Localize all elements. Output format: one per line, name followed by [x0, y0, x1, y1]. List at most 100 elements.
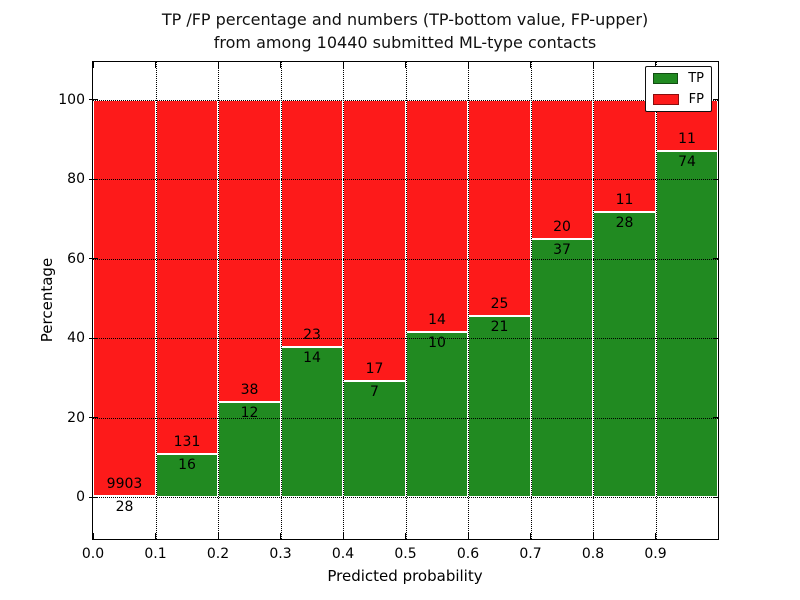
legend-entry-tp: TP — [653, 72, 704, 85]
tp-bar-segment — [280, 346, 343, 498]
x-tick-mark-top — [280, 62, 281, 68]
x-tick-label: 0.4 — [331, 546, 355, 562]
tp-count-label: 7 — [370, 384, 379, 401]
x-tick-label: 0.5 — [394, 546, 417, 562]
x-tick-label: 0.1 — [144, 546, 167, 562]
y-tick-mark-right — [713, 99, 718, 101]
tp-count-label: 37 — [553, 242, 571, 259]
x-tick-mark-top — [530, 62, 531, 68]
x-tick-mark-top — [467, 62, 469, 68]
y-tick-mark-right — [713, 496, 718, 498]
fp-bar-segment — [468, 99, 531, 316]
x-tick-mark-top — [92, 62, 94, 68]
y-tick-mark-right — [713, 417, 718, 419]
y-tick-label: 0 — [76, 489, 85, 506]
tp-count-label: 21 — [490, 318, 509, 335]
y-tick-mark-right — [713, 258, 718, 260]
x-tick-label: 0.7 — [519, 546, 542, 562]
fp-count-label: 25 — [490, 295, 509, 312]
y-tick-label: 80 — [67, 171, 85, 188]
y-tick-mark — [93, 417, 98, 419]
x-tick-mark-top — [155, 62, 156, 68]
tp-count-label: 28 — [115, 499, 134, 516]
y-tick-mark — [93, 496, 98, 498]
tp-bar-segment — [530, 239, 593, 498]
y-tick-mark — [93, 99, 98, 101]
tp-count-label: 10 — [428, 334, 446, 351]
fp-count-label: 14 — [428, 311, 446, 328]
tp-count-label: 12 — [240, 404, 259, 421]
tp-count-label: 14 — [303, 349, 321, 366]
y-tick-mark — [93, 337, 98, 339]
x-tick-label: 0.9 — [644, 546, 667, 562]
y-tick-mark-out — [89, 258, 93, 260]
tp-count-label: 28 — [615, 214, 634, 231]
x-tick-label: 0.3 — [269, 546, 292, 562]
x-tick-mark — [655, 533, 656, 539]
y-tick-label: 100 — [58, 91, 85, 108]
chart-title-line-1: TP /FP percentage and numbers (TP-bottom… — [161, 10, 649, 29]
tp-bar-segment — [593, 211, 656, 498]
y-tick-label: 40 — [67, 330, 85, 347]
fp-bar-segment — [93, 99, 156, 497]
x-tick-label: 0.2 — [206, 546, 230, 562]
tp-legend-label: TP — [688, 71, 704, 86]
fp-bar-segment — [155, 99, 218, 454]
y-tick-mark-right — [713, 178, 718, 180]
y-tick-label: 20 — [67, 409, 85, 426]
fp-count-label: 11 — [678, 131, 696, 148]
x-tick-mark — [217, 533, 219, 539]
fp-count-label: 20 — [553, 219, 571, 236]
tp-bar-segment — [93, 496, 156, 499]
fp-count-label: 9903 — [106, 476, 143, 493]
tp-legend-swatch — [653, 73, 679, 84]
fp-count-label: 17 — [365, 361, 384, 378]
chart-title: TP /FP percentage and numbers (TP-bottom… — [10, 8, 800, 54]
x-tick-label: 0.8 — [581, 546, 605, 562]
y-tick-label: 60 — [67, 250, 85, 267]
y-tick-mark — [93, 178, 98, 180]
y-tick-mark — [93, 258, 98, 260]
fp-bar-segment — [343, 99, 406, 382]
tp-bar-segment — [405, 331, 468, 498]
tp-count-label: 16 — [178, 457, 196, 473]
x-tick-mark — [92, 533, 94, 539]
x-tick-label: 0.0 — [81, 546, 105, 562]
x-tick-mark — [155, 533, 156, 539]
y-tick-mark-out — [89, 99, 93, 101]
fp-count-label: 23 — [303, 326, 321, 343]
chart-legend: TP FP — [645, 66, 712, 112]
y-axis-label: Percentage — [38, 257, 56, 343]
fp-legend-swatch — [653, 94, 679, 105]
fp-count-label: 38 — [240, 381, 259, 398]
fp-bar-segment — [218, 99, 281, 402]
x-tick-mark — [405, 533, 406, 539]
x-tick-mark — [530, 533, 531, 539]
x-tick-mark-top — [592, 62, 594, 68]
tp-count-label: 74 — [678, 154, 696, 171]
x-axis-label: Predicted probability — [327, 567, 483, 585]
tp-bar-segment — [655, 151, 718, 498]
fp-count-label: 131 — [173, 434, 201, 450]
y-tick-mark-out — [89, 337, 93, 339]
x-tick-label: 0.6 — [456, 546, 480, 562]
x-tick-mark-top — [405, 62, 406, 68]
tp-bar-segment — [468, 315, 531, 498]
x-tick-mark-top — [342, 62, 344, 68]
tp-bar-segment — [343, 381, 406, 498]
y-tick-mark-right — [713, 337, 718, 339]
x-tick-mark-top — [217, 62, 219, 68]
x-tick-mark — [592, 533, 594, 539]
x-tick-mark — [280, 533, 281, 539]
x-tick-mark — [467, 533, 469, 539]
x-tick-mark — [342, 533, 344, 539]
y-tick-mark-out — [89, 496, 93, 498]
chart-title-line-2: from among 10440 submitted ML-type conta… — [213, 33, 597, 52]
fp-bar-segment — [405, 99, 468, 332]
fp-bar-segment — [280, 99, 343, 347]
y-tick-mark-out — [89, 178, 93, 180]
fp-count-label: 11 — [615, 191, 634, 208]
h-gridline — [93, 497, 718, 499]
fp-legend-label: FP — [688, 92, 704, 107]
